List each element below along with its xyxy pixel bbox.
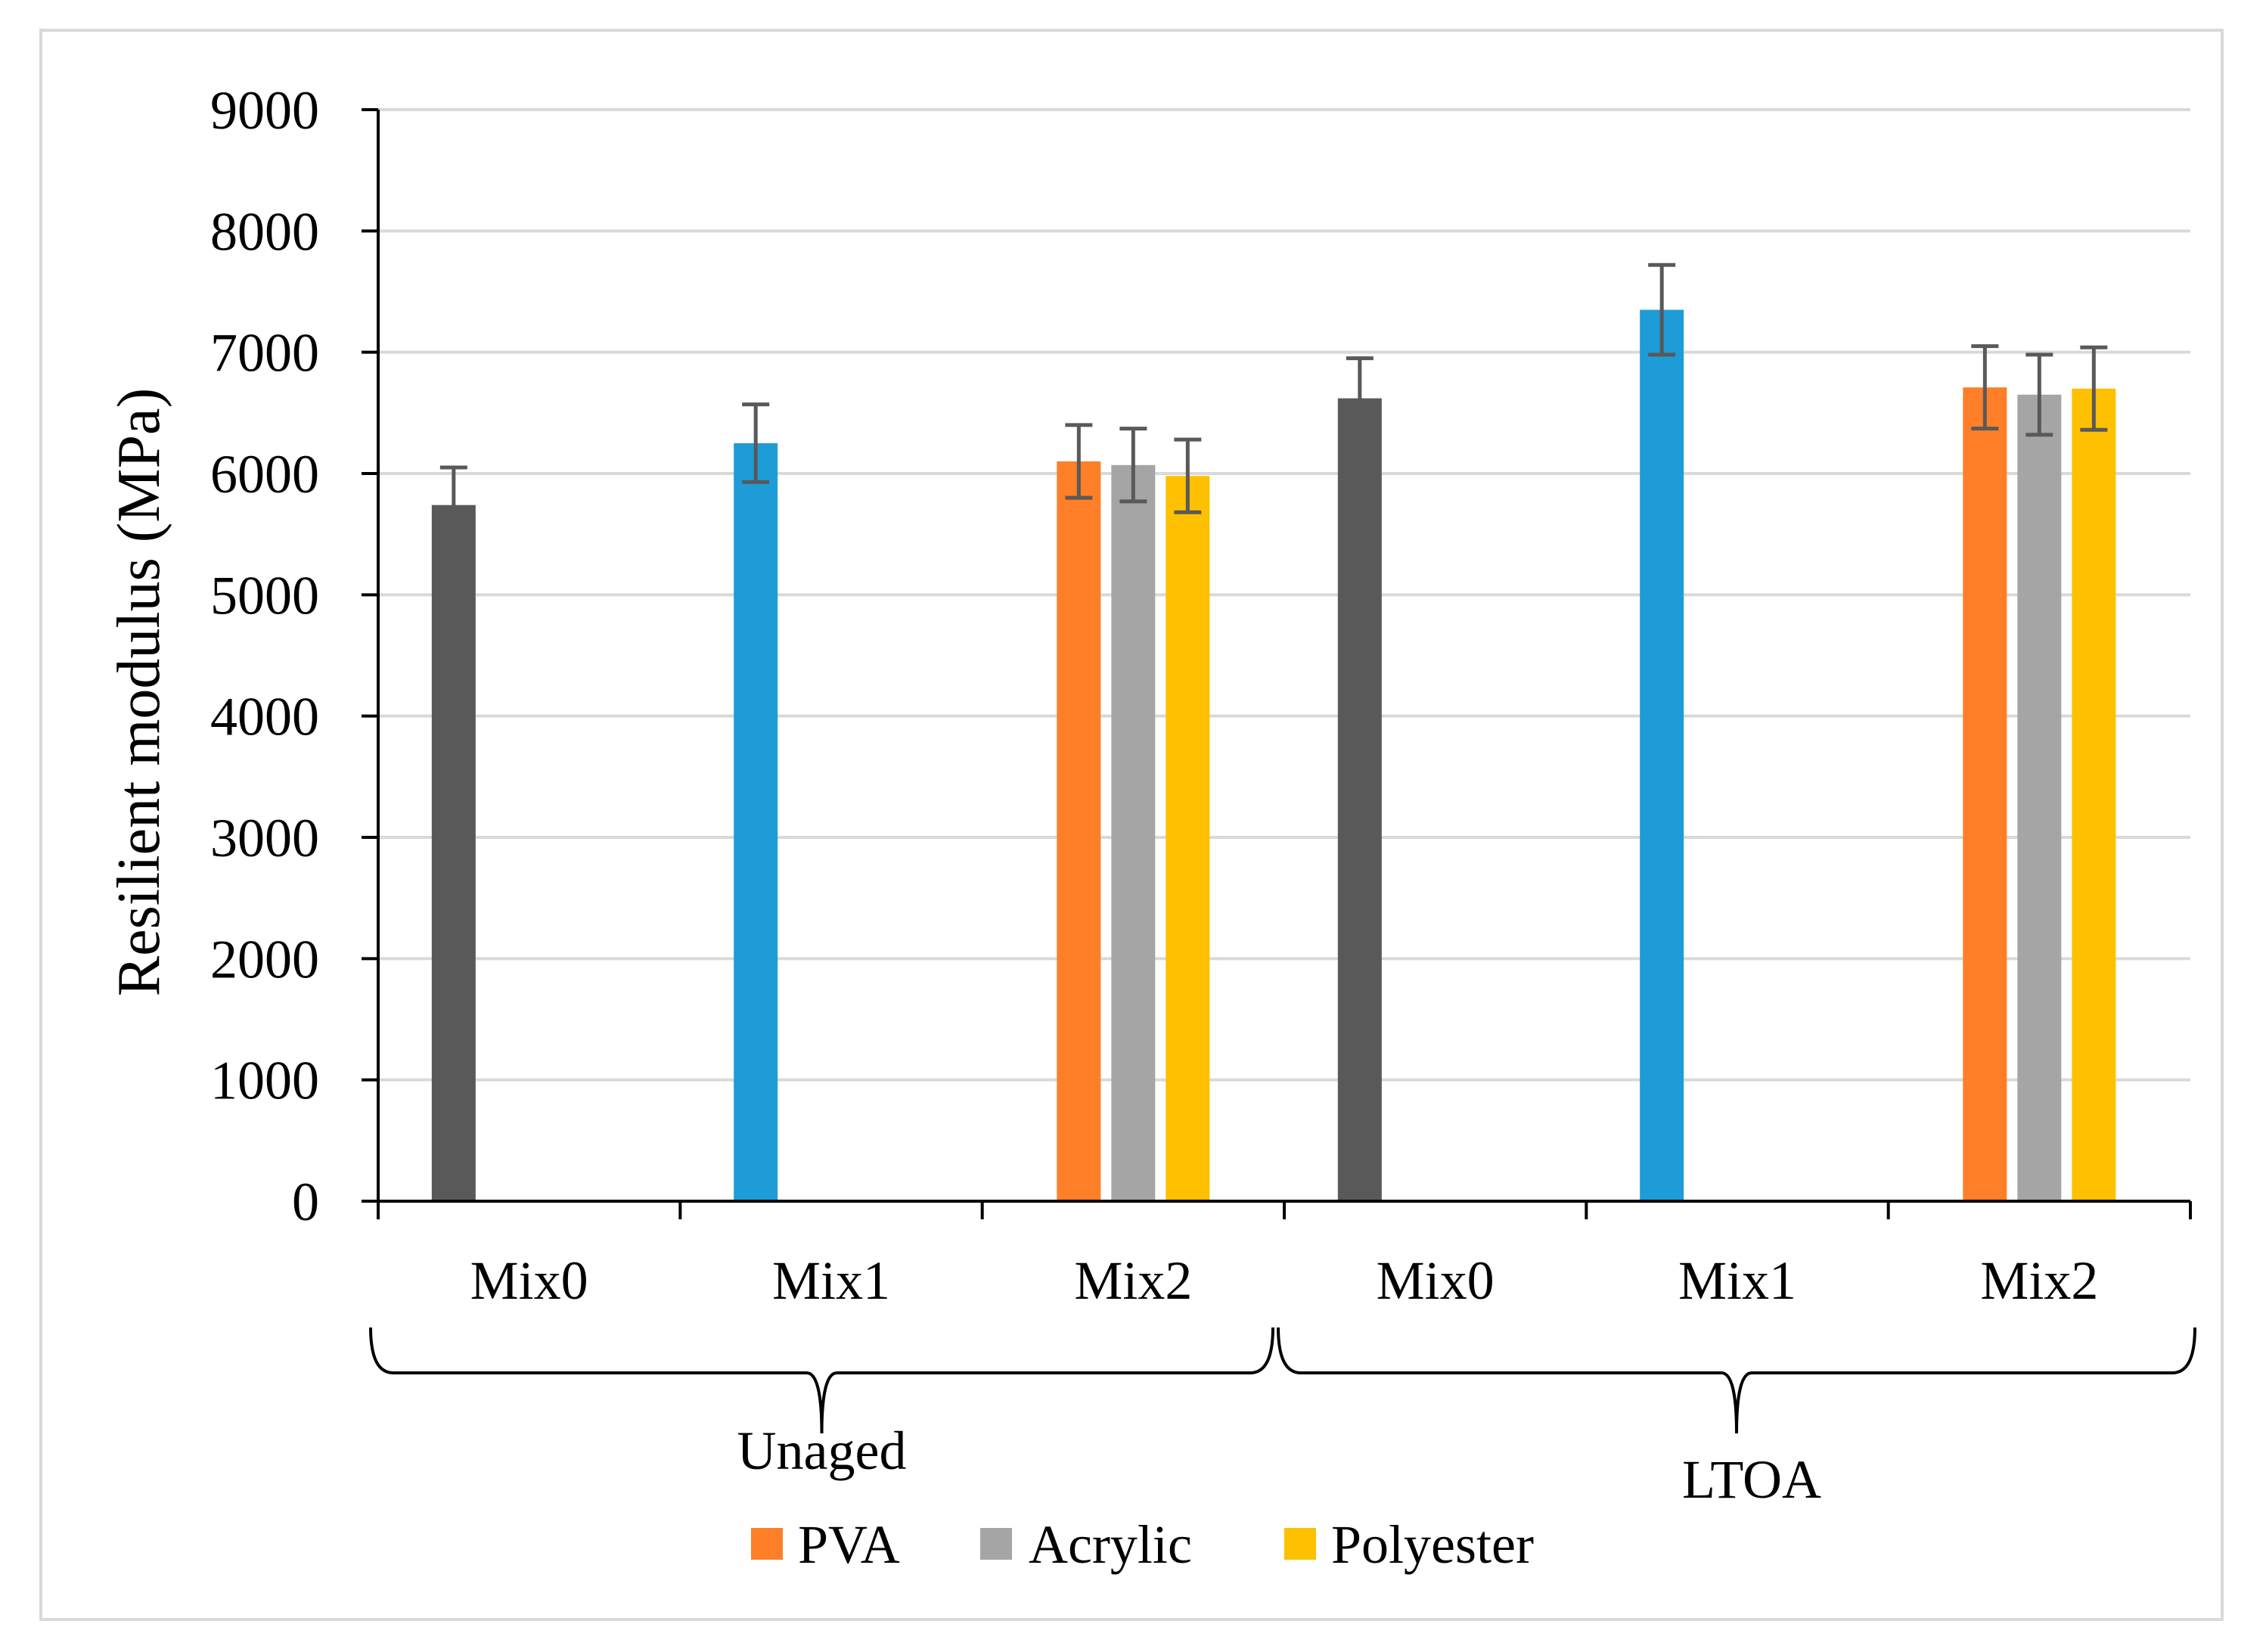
y-tick-label: 3000 [210,808,319,868]
y-tick-label: 2000 [210,929,319,989]
y-tick-label: 1000 [210,1051,319,1111]
bar [1166,476,1210,1201]
bar [1111,464,1156,1201]
bars [431,309,2116,1202]
bar [1640,309,1684,1201]
x-category-label: Mix0 [1377,1250,1495,1311]
bar [1963,387,2007,1201]
bar [734,442,778,1201]
axes [362,108,2192,1219]
y-tick-label: 5000 [210,565,319,626]
brace-unaged [369,1327,1274,1434]
legend: PVA Acrylic Polyester [751,1514,1534,1575]
group-label-unaged: Unaged [737,1421,907,1481]
axis-labels: 0 1000 2000 3000 4000 5000 6000 7000 8000 9000 Mix… [210,80,2196,1510]
x-category-label: Mix2 [1980,1250,2098,1311]
bar [2017,394,2062,1201]
x-category-label: Mix2 [1074,1250,1192,1311]
legend-label: PVA [798,1514,900,1575]
legend-label: Polyester [1331,1514,1534,1575]
brace-ltoa [1277,1327,2196,1434]
x-category-label: Mix0 [470,1250,588,1311]
x-category-label: Mix1 [1678,1250,1796,1311]
bar [431,505,476,1201]
legend-swatch [980,1528,1012,1560]
group-label-ltoa: LTOA [1682,1449,1821,1510]
y-tick-label: 8000 [210,201,319,262]
y-tick-label: 7000 [210,323,319,384]
bar [2072,388,2116,1202]
legend-label: Acrylic [1029,1514,1192,1575]
legend-swatch [751,1528,783,1560]
bar [1337,398,1382,1202]
y-tick-label: 6000 [210,444,319,505]
y-tick-label: 4000 [210,687,319,747]
y-tick-label: 0 [292,1172,319,1232]
y-tick-label: 9000 [210,80,319,141]
gridlines [378,108,2190,1082]
y-axis-title: Resilient modulus (MPa) [106,388,172,996]
error-bars [439,262,2108,545]
bar [1057,461,1101,1201]
x-category-label: Mix1 [772,1250,890,1311]
legend-swatch [1284,1528,1316,1560]
